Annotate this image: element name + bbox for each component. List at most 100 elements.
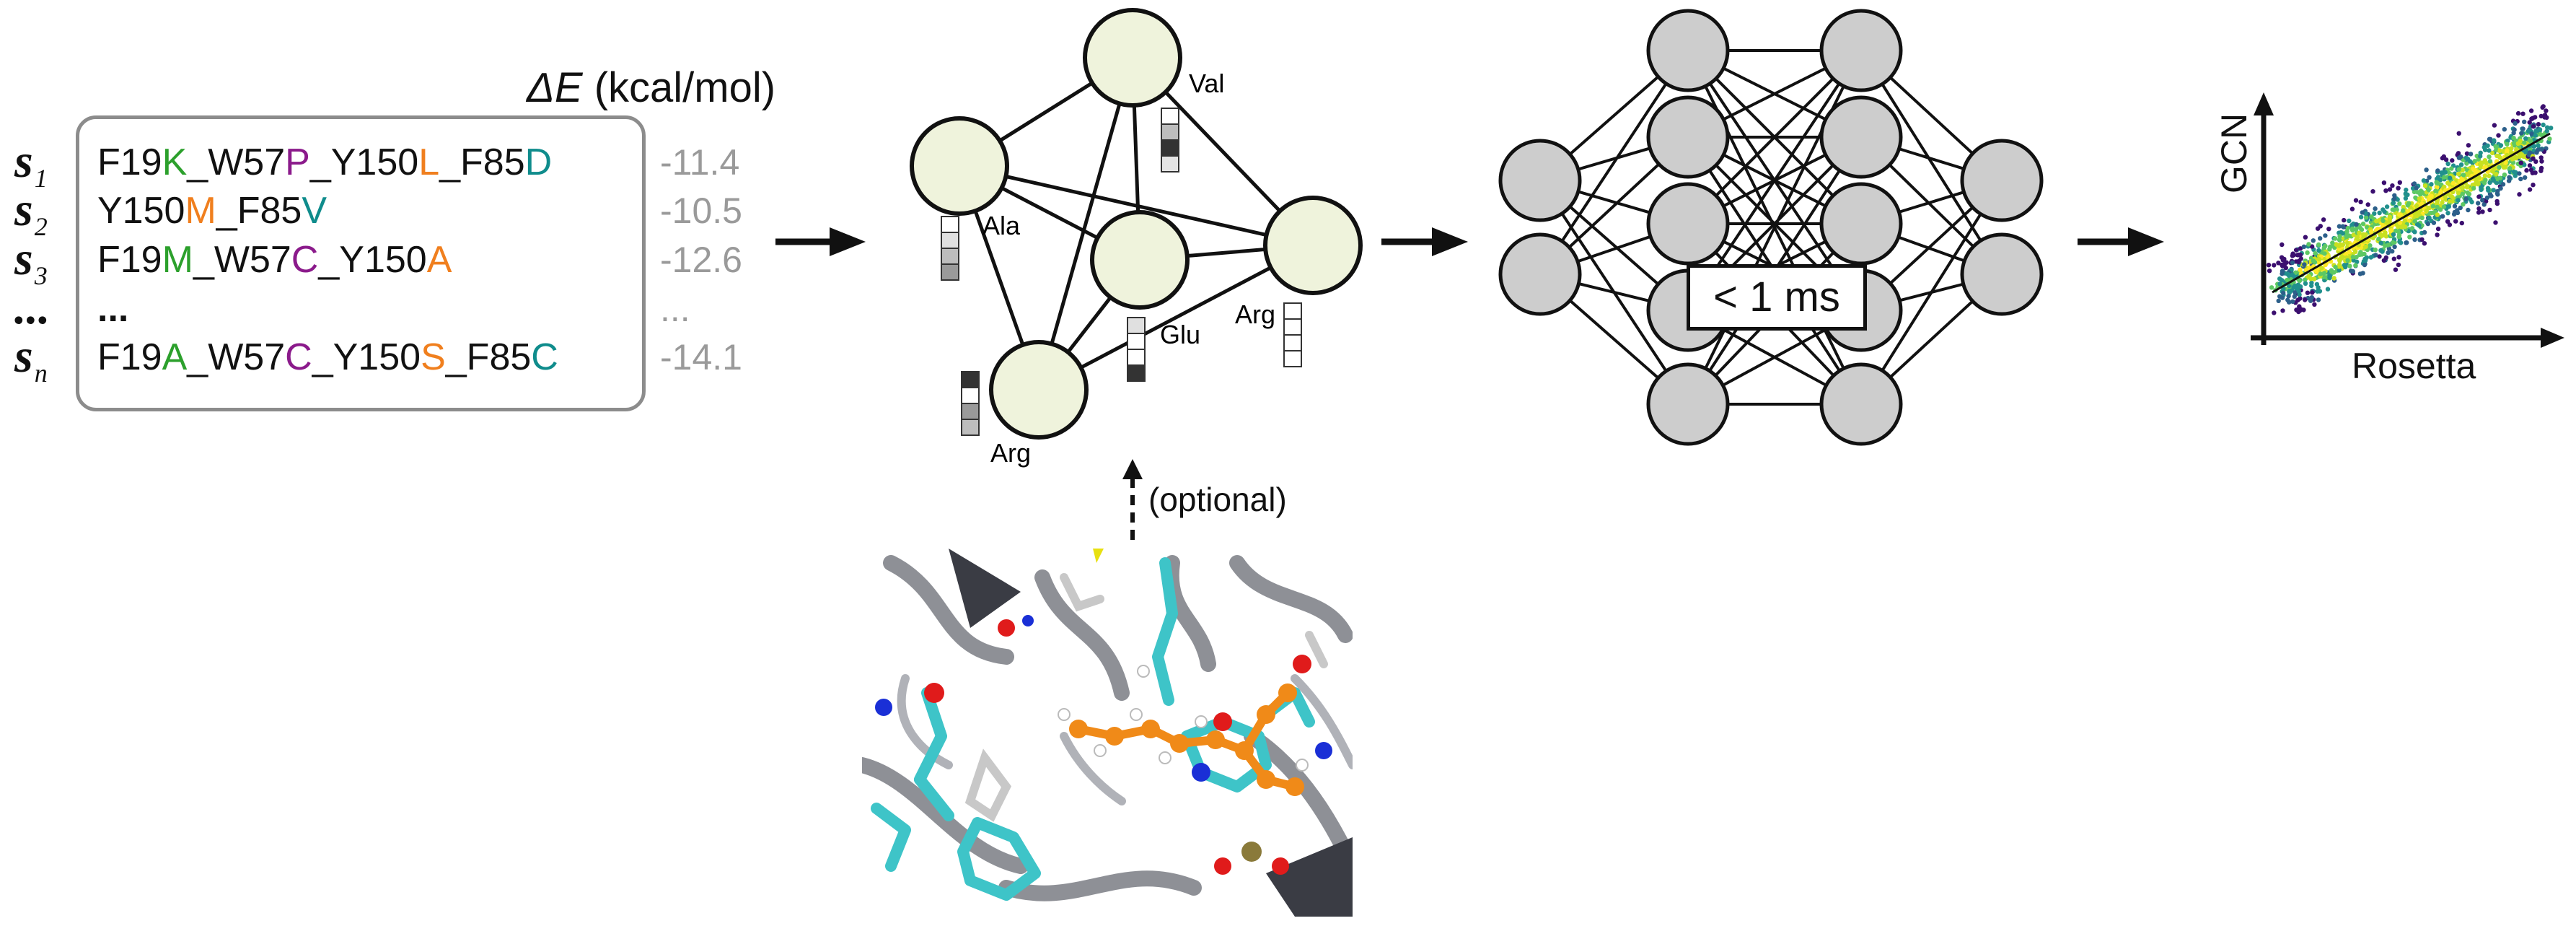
energy-value-4: ...	[660, 289, 690, 329]
scatter-point	[2535, 147, 2541, 153]
scatter-point	[2321, 271, 2327, 276]
scatter-point	[2330, 240, 2335, 245]
scatter-point	[2362, 256, 2368, 262]
energy-value-5: -14.1	[660, 337, 742, 377]
scatter-point	[2478, 154, 2483, 159]
sequence-label-index: 1	[34, 164, 48, 193]
delta-e-unit: (kcal/mol)	[582, 64, 776, 111]
scatter-point	[2461, 172, 2466, 178]
scatter-point	[2497, 148, 2502, 154]
scatter-point	[2531, 183, 2536, 188]
scatter-point	[2316, 257, 2322, 262]
scatter-point	[2397, 220, 2403, 225]
scatter-point	[2387, 187, 2393, 192]
scatter-point	[2492, 138, 2497, 143]
scatter-point	[2482, 173, 2488, 178]
scatter-point	[2476, 175, 2482, 180]
scatter-point	[2447, 198, 2453, 204]
scatter-point	[2345, 225, 2350, 231]
scatter-point	[2529, 131, 2534, 136]
scatter-point	[2528, 167, 2534, 172]
scatter-point	[2301, 307, 2306, 313]
scatter-point	[2412, 219, 2417, 224]
scatter-point	[2531, 144, 2537, 149]
scatter-point	[2285, 271, 2290, 276]
scatter-point	[2492, 123, 2497, 128]
scatter-point	[2363, 215, 2369, 220]
scatter-point	[2464, 151, 2470, 156]
scatter-point	[2337, 264, 2342, 269]
scatter-point	[2409, 226, 2415, 231]
scatter-point	[2487, 191, 2493, 196]
scatter-point	[2383, 188, 2388, 193]
nn-node-l1-4	[1646, 362, 1730, 446]
scatter-point	[2392, 244, 2397, 250]
scatter-point	[2435, 204, 2440, 210]
scatter-point	[2454, 178, 2459, 183]
scatter-point	[2406, 218, 2412, 224]
optional-label: (optional)	[1148, 481, 1287, 518]
sequence-token: L	[418, 141, 440, 183]
scatter-point	[2331, 276, 2337, 281]
scatter-point	[2295, 307, 2300, 313]
scatter-point	[2396, 229, 2401, 235]
scatter-point	[2309, 244, 2315, 249]
scatter-point	[2463, 196, 2469, 201]
scatter-point	[2337, 230, 2342, 235]
scatter-point	[2442, 184, 2447, 190]
scatter-point	[2440, 200, 2445, 205]
pipeline-arrow-2	[1381, 227, 1468, 256]
graph-node-arg-bottom	[989, 340, 1089, 440]
scatter-point	[2363, 244, 2368, 249]
scatter-point	[2321, 217, 2326, 222]
nn-node-l0-0	[1498, 139, 1582, 222]
scatter-point	[2351, 232, 2356, 237]
scatter-point	[2505, 148, 2510, 153]
scatter-point	[2293, 290, 2298, 295]
scatter-point	[2369, 230, 2374, 235]
sequence-token: S	[421, 336, 446, 378]
scatter-point	[2457, 178, 2463, 183]
scatter-point	[2374, 219, 2379, 224]
scatter-point	[2419, 237, 2425, 243]
sequence-label-3: s3	[14, 235, 48, 300]
scatter-point	[2460, 191, 2465, 196]
scatter-point	[2544, 128, 2549, 134]
scatter-point	[2433, 188, 2438, 193]
scatter-point	[2402, 224, 2408, 230]
scatter-point	[2293, 248, 2299, 253]
scatter-point	[2269, 285, 2274, 290]
feature-vector-arg-right	[1283, 302, 1302, 367]
scatter-point	[2456, 167, 2461, 172]
scatter-point	[2513, 121, 2518, 126]
scatter-point	[2316, 242, 2321, 248]
scatter-point	[2441, 154, 2446, 160]
scatter-point	[2350, 255, 2356, 260]
sequence-token: A	[426, 239, 452, 281]
scatter-point	[2533, 133, 2538, 138]
scatter-point	[2427, 215, 2432, 220]
scatter-point	[2458, 154, 2463, 160]
sequence-token: _Y150	[312, 336, 421, 378]
scatter-plot	[2251, 92, 2564, 348]
scatter-point	[2391, 201, 2396, 206]
scatter-point	[2396, 262, 2401, 268]
scatter-point	[2372, 211, 2377, 216]
delta-e-title: ΔE (kcal/mol)	[527, 64, 775, 112]
scatter-point	[2302, 262, 2307, 267]
scatter-point	[2495, 192, 2500, 197]
scatter-point	[2334, 243, 2339, 248]
scatter-point	[2538, 113, 2544, 119]
scatter-point	[2445, 211, 2450, 216]
scatter-point	[2494, 198, 2500, 204]
scatter-point	[2506, 178, 2512, 183]
sequence-token: _F85	[216, 190, 302, 232]
scatter-point	[2277, 294, 2282, 299]
nn-node-l2-1	[1819, 95, 1903, 179]
scatter-point	[2545, 125, 2550, 130]
scatter-point	[2282, 261, 2287, 267]
scatter-point	[2401, 204, 2406, 210]
scatter-point	[2491, 188, 2496, 193]
scatter-point	[2312, 302, 2317, 307]
